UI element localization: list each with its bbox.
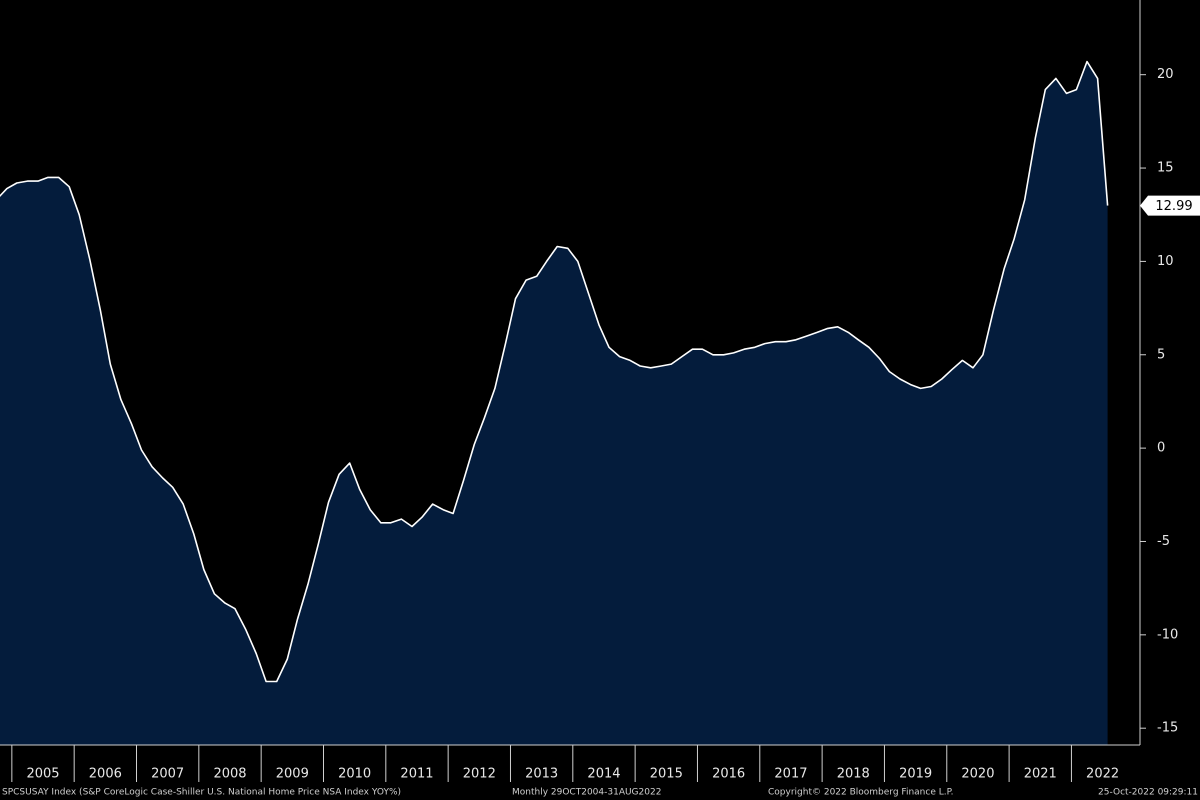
y-tick-label: -10 (1157, 627, 1178, 642)
x-tick-label: 2016 (712, 767, 745, 782)
y-tick-label: -15 (1157, 721, 1178, 736)
x-tick-label: 2015 (650, 767, 683, 782)
x-tick-label: 2018 (837, 767, 870, 782)
last-value-tag (1140, 195, 1200, 216)
x-tick-label: 2012 (463, 767, 496, 782)
y-tick-label: 0 (1157, 441, 1165, 456)
line (0, 60, 1109, 683)
x-tick-label: 2013 (525, 767, 558, 782)
x-tick-label: 2020 (961, 767, 994, 782)
x-tick-label: 2014 (587, 767, 620, 782)
x-tick-label: 2006 (89, 767, 122, 782)
y-tick-label: 5 (1157, 347, 1165, 362)
area (0, 61, 1108, 745)
x-tick-label: 2009 (276, 767, 309, 782)
copyright: Copyright© 2022 Bloomberg Finance L.P. (768, 788, 953, 798)
last-value-label: 12.99 (1155, 199, 1192, 214)
period: Monthly 29OCT2004-31AUG2022 (512, 788, 661, 798)
x-tick-label: 2010 (338, 767, 371, 782)
y-tick-label: 20 (1157, 67, 1174, 82)
y-tick-label: 10 (1157, 254, 1174, 269)
x-tick-label: 2007 (151, 767, 184, 782)
x-tick-label: 2008 (213, 767, 246, 782)
x-tick-label: 2019 (899, 767, 932, 782)
x-tick-label: 2017 (774, 767, 807, 782)
y-tick-label: -5 (1157, 534, 1170, 549)
source-note: SPCSUSAY Index (S&P CoreLogic Case-Shill… (2, 788, 401, 798)
y-tick-label: 15 (1157, 161, 1174, 176)
x-tick-label: 2022 (1086, 767, 1119, 782)
x-tick-label: 2021 (1024, 767, 1057, 782)
x-tick-label: 2011 (400, 767, 433, 782)
timestamp: 25-Oct-2022 09:29:11 (1098, 788, 1198, 798)
x-tick-label: 2005 (26, 767, 59, 782)
